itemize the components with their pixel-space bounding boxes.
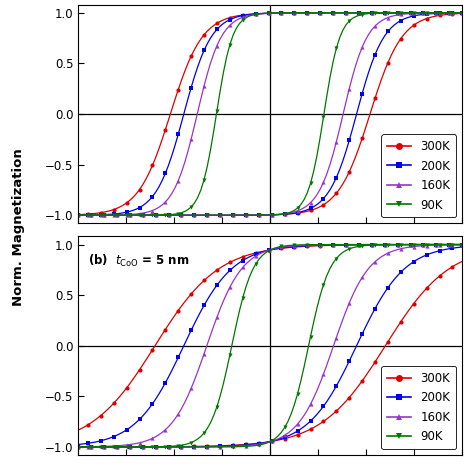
Text: Norm. Magnetization: Norm. Magnetization — [12, 149, 25, 306]
Legend: 300K, 200K, 160K, 90K: 300K, 200K, 160K, 90K — [382, 134, 456, 218]
Text: (b)  $t_{\mathrm{CoO}}$ = 5 nm: (b) $t_{\mathrm{CoO}}$ = 5 nm — [88, 253, 189, 269]
Legend: 300K, 200K, 160K, 90K: 300K, 200K, 160K, 90K — [382, 366, 456, 449]
